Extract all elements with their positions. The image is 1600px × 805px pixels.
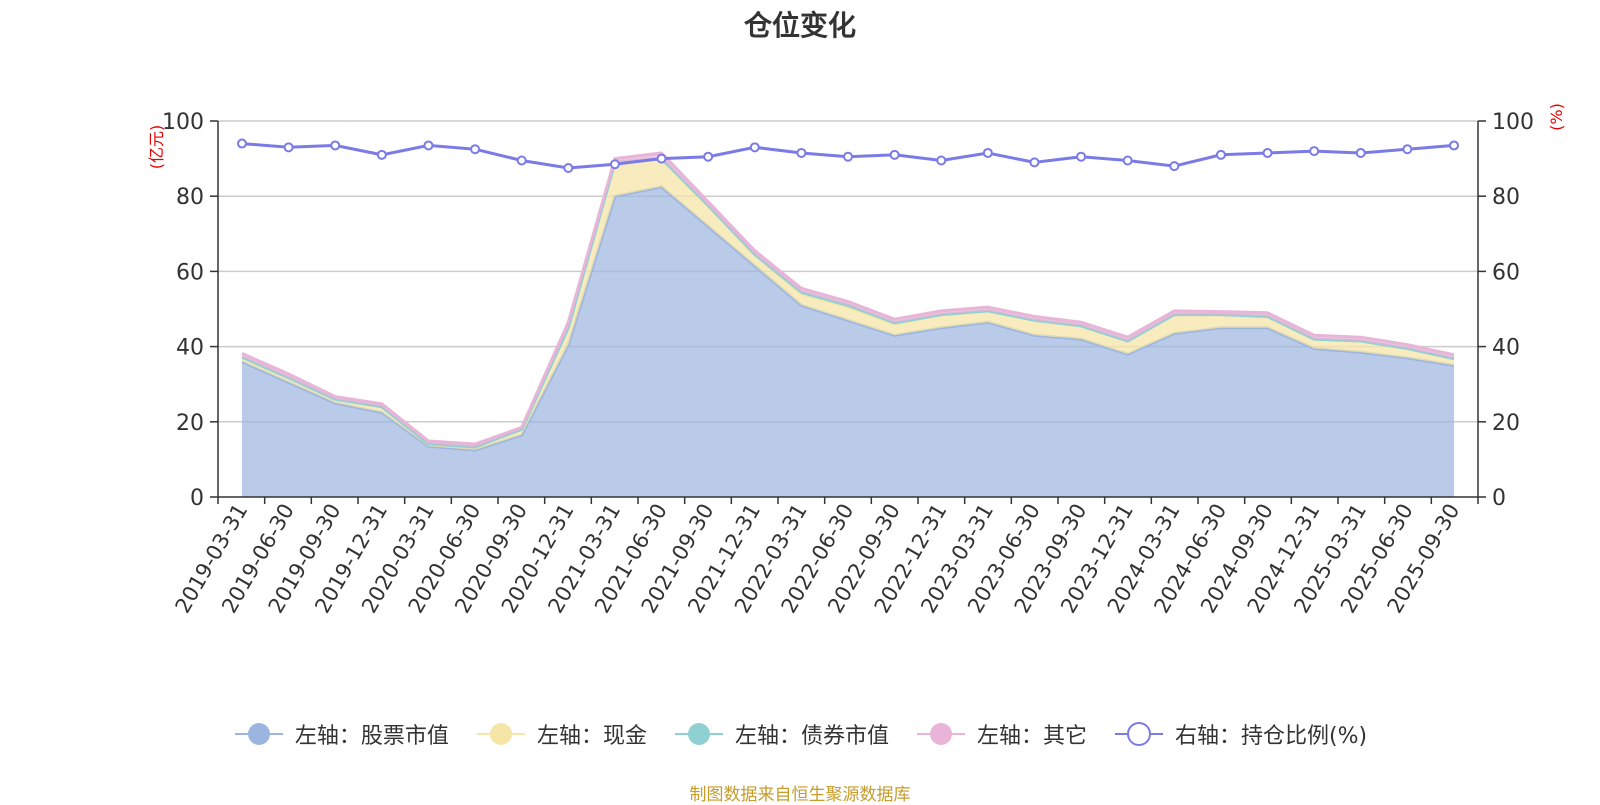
source-note: 制图数据来自恒生聚源数据库	[689, 785, 911, 805]
legend-symbol	[674, 723, 723, 745]
ratio-point	[470, 144, 481, 155]
legend-symbol	[476, 723, 525, 745]
y-left-tick-label: 80	[176, 185, 204, 210]
y-left-tick-label: 20	[176, 411, 204, 436]
ratio-point	[1029, 157, 1040, 168]
ratio-point	[656, 153, 667, 164]
area-top-line	[241, 151, 1455, 446]
ratio-point	[703, 151, 714, 162]
chart-title: 仓位变化	[743, 9, 856, 42]
y-left-tick-label: 40	[176, 336, 204, 361]
legend-symbol	[1114, 722, 1163, 746]
legend-symbol	[916, 723, 965, 745]
ratio-point	[563, 163, 574, 173]
ratio-point	[1122, 155, 1133, 166]
ratio-point	[1169, 161, 1180, 172]
ratio-point	[749, 142, 760, 153]
line-series	[237, 138, 1459, 173]
area-series	[241, 151, 1455, 498]
ratio-point	[1262, 147, 1273, 158]
ratio-point	[889, 149, 900, 160]
ratio-point	[843, 151, 853, 162]
legend-item[interactable]: 左轴：其它	[915, 718, 1087, 750]
ratio-point	[376, 149, 387, 160]
legend-item[interactable]: 左轴：现金	[475, 718, 647, 750]
legend-item[interactable]: 右轴：持仓比例(%)	[1113, 718, 1367, 750]
ratio-point	[516, 155, 527, 166]
ratio-point	[1215, 149, 1226, 160]
ratio-point	[936, 155, 947, 166]
ratio-point	[237, 138, 247, 149]
y-right-tick-label: 0	[1492, 486, 1506, 511]
ratio-point	[796, 147, 807, 158]
ratio-point	[330, 140, 341, 151]
legend-label: 左轴：其它	[976, 724, 1087, 749]
legend-symbol	[234, 723, 283, 745]
y-right-tick-label: 60	[1492, 260, 1520, 285]
ratio-point	[982, 147, 993, 158]
left-axis-unit-label: (亿元)	[147, 125, 166, 170]
ratio-point	[423, 140, 434, 151]
y-right-tick-label: 80	[1492, 185, 1520, 210]
y-left-tick-label: 60	[176, 260, 204, 285]
legend-label: 右轴：持仓比例(%)	[1174, 724, 1368, 749]
y-right-tick-label: 20	[1492, 411, 1520, 436]
ratio-point	[1076, 151, 1087, 162]
legend-label: 左轴：现金	[536, 724, 647, 749]
y-right-tick-label: 100	[1492, 110, 1534, 135]
legend-label: 左轴：债券市值	[734, 724, 889, 749]
ratio-point	[283, 142, 294, 153]
ratio-point	[1449, 140, 1459, 151]
y-left-tick-label: 100	[162, 110, 204, 135]
ratio-point	[1309, 146, 1320, 157]
y-right-tick-label: 40	[1492, 336, 1520, 361]
legend: 左轴：股票市值 左轴：现金 左轴：债券市值 左轴：其它 右轴：持仓比例(%)	[0, 718, 1600, 750]
legend-label: 左轴：股票市值	[294, 724, 449, 749]
ratio-point	[609, 159, 620, 170]
area-fill	[242, 186, 1454, 498]
legend-item[interactable]: 左轴：股票市值	[233, 718, 449, 750]
ratio-point	[1402, 144, 1413, 155]
legend-item[interactable]: 左轴：债券市值	[673, 718, 889, 750]
y-left-tick-label: 0	[190, 486, 204, 511]
right-axis-unit-label: (%)	[1547, 103, 1566, 131]
ratio-point	[1355, 147, 1366, 158]
